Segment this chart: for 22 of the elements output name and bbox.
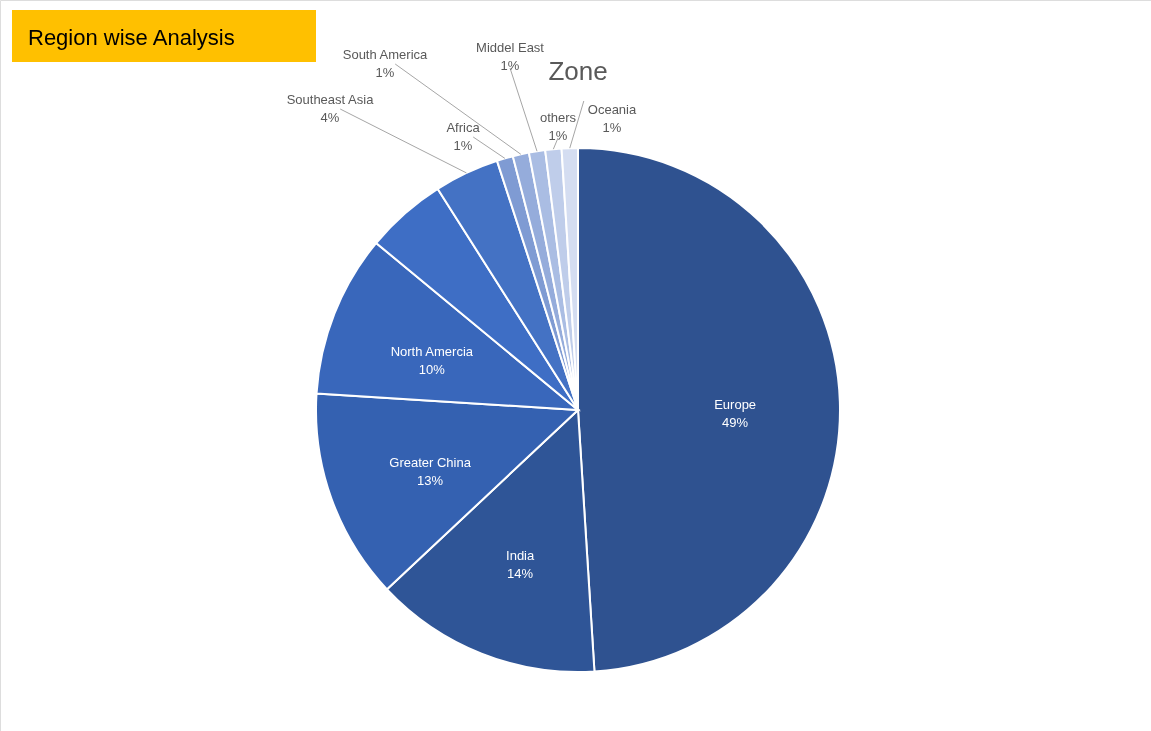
data-label: 10% <box>418 362 446 378</box>
data-label: 14% <box>507 566 534 582</box>
data-label: 1% <box>500 58 520 73</box>
slice-label: Africa <box>446 120 481 135</box>
slice-label: India <box>506 548 535 564</box>
data-label: 1% <box>548 128 568 143</box>
slice-label: Oceania <box>587 102 637 117</box>
text: Region wise Analysis <box>28 25 235 50</box>
slice-label: Southeast Asia <box>286 92 375 107</box>
data-label: 1% <box>375 65 395 80</box>
data-label: 1% <box>602 120 622 135</box>
data-label: 49% <box>722 415 749 431</box>
slice-label: South America <box>342 47 429 62</box>
slice-label: Middel East <box>476 40 545 55</box>
slice-label: Greater China <box>389 455 472 471</box>
slice-label: Europe <box>714 397 757 413</box>
data-label: 4% <box>320 110 340 125</box>
slice-label: others <box>539 110 577 125</box>
data-label: 13% <box>417 473 444 489</box>
text: Zone <box>548 56 608 86</box>
data-label: 1% <box>453 138 473 153</box>
slice-label: North Amercia <box>390 344 474 360</box>
